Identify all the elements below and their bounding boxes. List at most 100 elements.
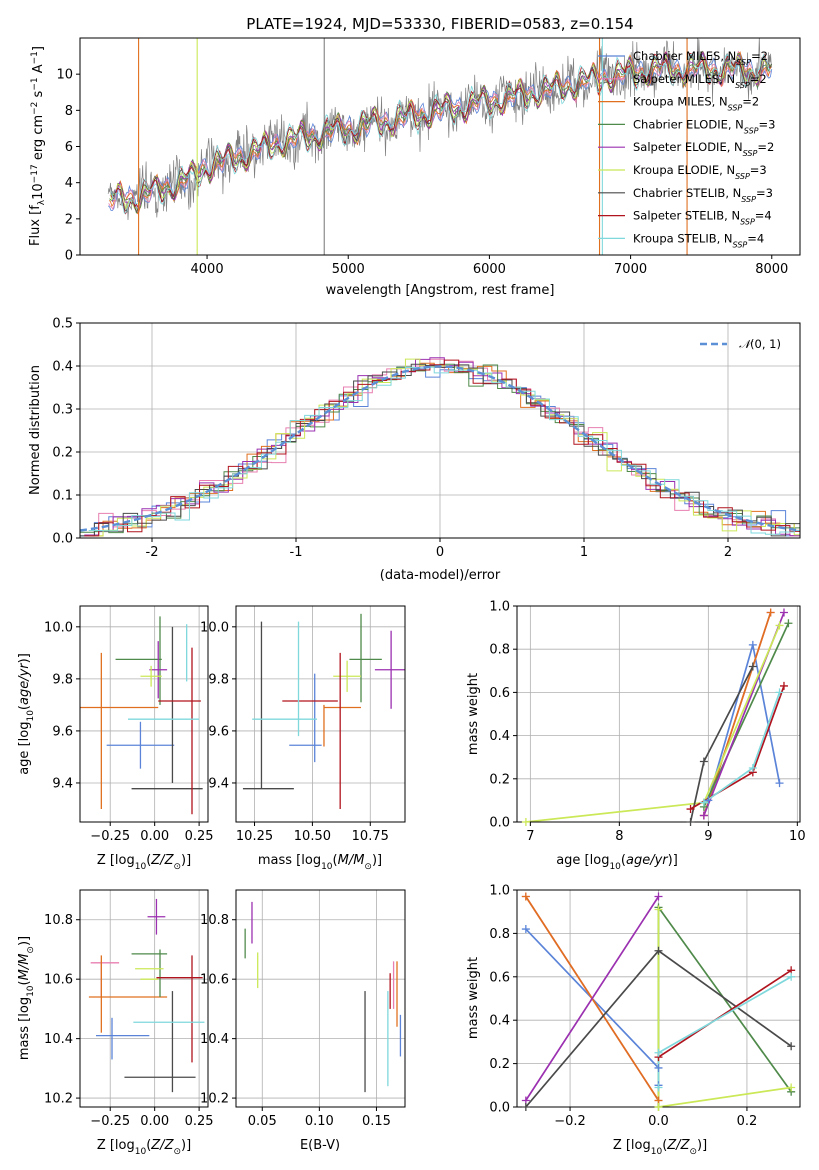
axes-frame: [79, 889, 209, 1108]
y-tick-label: 9.8: [208, 672, 229, 687]
label-part: E(B-V): [300, 1138, 340, 1153]
label-part: (: [17, 705, 32, 710]
label-part: 10: [31, 183, 46, 200]
weight-marker-kroupa_elodie: [787, 1083, 796, 1092]
x-tick-label: 0: [436, 545, 444, 560]
legend-label-text: Chabrier MILES, N: [633, 49, 736, 63]
y-tick-label: 0.3: [52, 403, 73, 418]
x-tick-label: 8: [615, 829, 623, 844]
weight-line-salpeter_stelib: [690, 685, 785, 810]
model-spectrum-salpeter_miles: [108, 50, 772, 217]
x-axis-label: age [log10(age/yr)]: [556, 853, 678, 872]
y-tick-label: 0.2: [489, 772, 510, 787]
label-part: )]: [17, 653, 32, 663]
weight-marker-kroupa_elodie: [654, 1103, 663, 1111]
label-part: )]: [372, 853, 382, 868]
weight-marker-kroupa_miles: [766, 608, 775, 617]
label-part: Normed distribution: [28, 365, 43, 495]
x-tick-label: 0.2: [737, 1114, 758, 1129]
weight-marker-chabrier_miles: [748, 640, 757, 649]
plot-area: [80, 357, 800, 537]
legend-label: Kroupa STELIB, NSSP=4: [633, 231, 764, 249]
axes-frame: [235, 605, 406, 823]
label-part: Flux [f: [28, 205, 43, 246]
x-tick-label: 2: [724, 545, 732, 560]
y-tick-label: 0.6: [489, 686, 510, 701]
weight-marker-chabrier_elodie: [784, 619, 793, 628]
x-tick-label: 9: [704, 829, 712, 844]
x-tick-label: −0.25: [90, 1114, 130, 1129]
y-tick-label: 6: [65, 140, 73, 155]
label-part: 10: [135, 862, 147, 872]
model-spectrum-chabrier_miles: [107, 52, 773, 212]
weight-marker-salpeter_elodie: [654, 892, 663, 901]
weight-marker-kroupa_stelib: [654, 1083, 663, 1092]
y-tick-label: 1.0: [489, 600, 510, 615]
x-axis-label: wavelength [Angstrom, rest frame]: [326, 283, 555, 298]
label-part: )]: [181, 853, 191, 868]
label-part: −2: [30, 102, 40, 115]
legend-label-suffix: =3: [756, 186, 773, 200]
label-part: ⊙: [173, 1147, 181, 1157]
weight-marker-kroupa_elodie: [775, 621, 784, 630]
label-part: (: [621, 853, 626, 868]
legend-label-sub: SSP: [736, 58, 751, 67]
y-axis-label: mass weight: [466, 957, 481, 1039]
y-tick-label: 9.4: [52, 776, 73, 791]
y-tick-label: 10.4: [44, 1032, 73, 1047]
axes-weight_vs_z: −0.2 0.0 0.2 0.0 0.2 0.4 0.6 0.8 1.0 Z [log10(Z/Z…: [466, 884, 801, 1157]
y-tick-label: 9.6: [52, 724, 73, 739]
legend-label-sub: SSP: [740, 217, 755, 226]
x-tick-label: −0.25: [90, 829, 130, 844]
label-part: Z/Z: [150, 1138, 174, 1153]
weight-marker-kroupa_miles: [521, 892, 530, 901]
plot-area: [525, 896, 792, 1107]
x-tick-label: 10.75: [352, 829, 389, 844]
label-part: (: [662, 1138, 667, 1153]
weight-marker-kroupa_stelib: [748, 764, 757, 772]
legend-label-text: Chabrier ELODIE, N: [633, 117, 744, 131]
label-part: −17: [30, 164, 40, 183]
label-part: −1: [30, 51, 40, 64]
weight-marker-chabrier_stelib: [787, 1042, 796, 1051]
label-part: )]: [668, 853, 678, 868]
y-tick-label: 0.2: [489, 1057, 510, 1072]
label-part: age [log: [17, 722, 32, 775]
x-tick-label: 1: [580, 545, 588, 560]
weight-marker-chabrier_stelib: [748, 662, 757, 671]
legend-params: (0, 1): [750, 337, 781, 351]
label-part: )]: [181, 1138, 191, 1153]
x-axis-label: (data-model)/error: [380, 568, 501, 583]
axes-age_vs_mass: 10.25 10.50 10.75 9.4 9.6 9.8 10.0 mass [log10(…: [200, 605, 406, 872]
weight-line-chabrier_miles: [525, 928, 660, 1086]
histogram-salpeter_elodie: [84, 357, 800, 537]
y-tick-label: 0.6: [489, 970, 510, 985]
legend-label-suffix: =2: [750, 72, 767, 86]
axes-age_vs_z: −0.25 0.00 0.259.49.69.810.0Z [log10(Z/Z⊙)…: [17, 605, 214, 872]
y-tick-label: 10.0: [44, 620, 73, 635]
label-part: s: [31, 90, 46, 101]
weight-marker-chabrier_stelib: [686, 818, 695, 826]
weight-marker-chabrier_stelib: [654, 946, 663, 955]
x-tick-label: 0.25: [185, 1114, 214, 1129]
legend-label: Chabrier MILES, NSSP=2: [633, 49, 768, 67]
x-tick-label: 5000: [332, 262, 365, 277]
weight-marker-kroupa_elodie: [521, 818, 530, 826]
model-spectrum-salpeter_elodie: [109, 51, 771, 214]
weight-marker-chabrier_stelib: [521, 1103, 530, 1111]
y-tick-label: 9.4: [208, 776, 229, 791]
legend-label-sub: SSP: [743, 149, 758, 158]
plot-area: [88, 898, 205, 1093]
label-part: λ: [37, 199, 47, 205]
legend-label: Salpeter MILES, NSSP=2: [633, 72, 767, 90]
label-part: 10: [26, 985, 36, 997]
legend-label: Chabrier ELODIE, NSSP=3: [633, 117, 775, 135]
x-tick-label: 0.0: [648, 1114, 669, 1129]
weight-marker-salpeter_stelib: [686, 805, 695, 814]
y-tick-label: 0.4: [489, 729, 510, 744]
legend-label-text: Chabrier STELIB, N: [633, 186, 741, 200]
x-axis-label: E(B-V): [300, 1138, 340, 1153]
axes-frame: [235, 889, 406, 1108]
y-tick-label: 9.6: [208, 724, 229, 739]
